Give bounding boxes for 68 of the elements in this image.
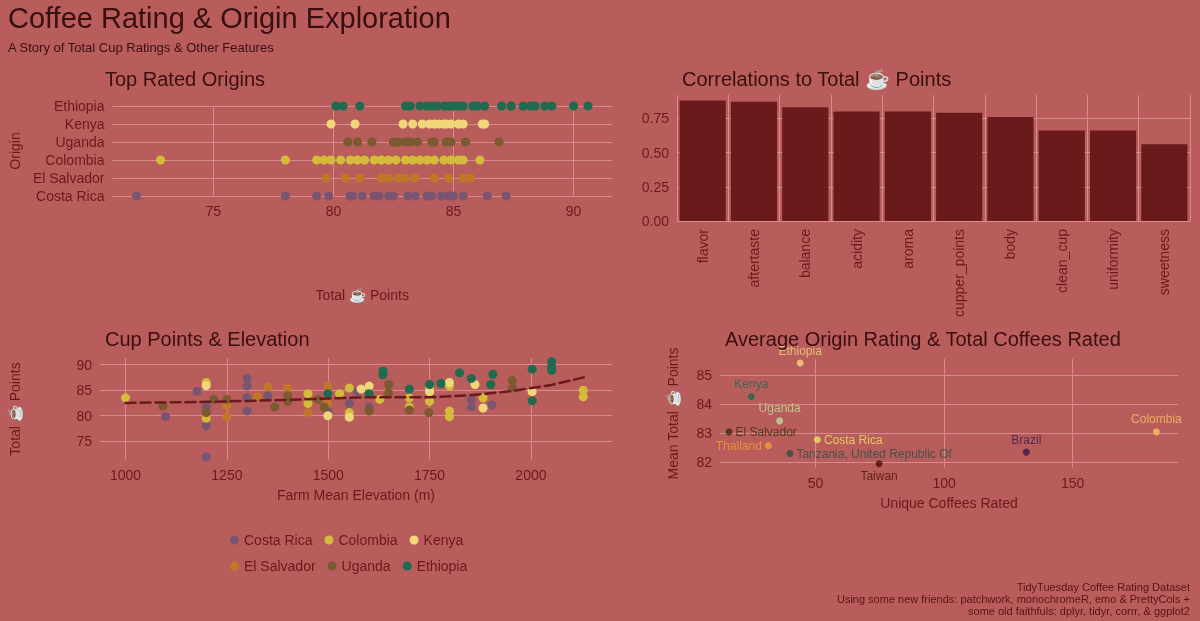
x-tick-label: acidity — [848, 229, 865, 269]
data-label: Brazil — [1011, 432, 1042, 447]
chart-title: Cup Points & Elevation — [105, 328, 310, 350]
x-tick-label: body — [1002, 229, 1019, 260]
y-axis-title: Origin — [7, 132, 23, 170]
x-tick-label: flavor — [694, 228, 711, 264]
text: some old faithfuls: dplyr, tidyr, corrr, & ggplot2 — [967, 605, 1190, 617]
x-tick-label: 80 — [325, 203, 342, 219]
x-tick-label: 1750 — [414, 467, 446, 483]
y-tick-label: 0.25 — [641, 178, 670, 195]
y-tick-label: 80 — [76, 407, 93, 424]
data-label: Colombia — [1131, 412, 1183, 427]
chart-title: Top Rated Origins — [105, 68, 266, 90]
data-label: Costa Rica — [823, 432, 883, 447]
text: Using some new friends: patchwork, monochromeR, emo & PrettyCols + — [836, 593, 1190, 605]
x-tick-label: 1000 — [109, 467, 142, 483]
chart-title: Correlations to Total ☕ Points — [682, 67, 952, 91]
data-label: Tanzania, United Republic Of — [796, 446, 953, 461]
x-tick-label: balance — [797, 228, 814, 279]
y-tick-label: 0.00 — [641, 213, 670, 230]
x-tick-label: uniformity — [1105, 229, 1122, 290]
y-tick-label: Colombia — [45, 152, 105, 168]
y-tick-label: 75 — [76, 433, 93, 450]
y-tick-label: 83 — [696, 425, 713, 442]
x-tick-label: 50 — [807, 475, 824, 491]
x-tick-label: 1500 — [312, 467, 345, 483]
legend-label: Uganda — [341, 558, 391, 574]
x-tick-label: aroma — [899, 228, 916, 269]
y-axis-title: Mean Total ☕ Points — [664, 347, 682, 480]
y-axis-title: Total ☕ Points — [6, 362, 24, 456]
text: TidyTuesday Coffee Rating Dataset — [1015, 581, 1190, 593]
data-label: El Salvador — [735, 424, 797, 439]
data-label: Kenya — [734, 377, 769, 392]
x-tick-label: 1250 — [211, 467, 243, 483]
x-tick-label: 2000 — [515, 467, 547, 483]
legend-label: Kenya — [423, 532, 464, 548]
data-label: Uganda — [758, 401, 801, 416]
y-tick-label: 0.75 — [641, 110, 670, 127]
text: A Story of Total Cup Ratings & Other Features — [8, 40, 274, 55]
y-tick-label: Ethiopia — [53, 98, 105, 114]
y-tick-label: 84 — [696, 396, 713, 413]
y-tick-label: El Salvador — [32, 170, 105, 186]
x-tick-label: aftertaste — [745, 228, 762, 288]
y-tick-label: 85 — [696, 367, 713, 384]
x-axis-title: Farm Mean Elevation (m) — [277, 487, 435, 503]
y-tick-label: Costa Rica — [36, 188, 105, 204]
x-tick-label: clean_cup — [1053, 228, 1070, 293]
x-axis-title: Total ☕ Points — [315, 286, 409, 304]
legend-label: Ethiopia — [416, 558, 468, 574]
legend-label: Costa Rica — [244, 532, 313, 548]
x-tick-label: 85 — [445, 203, 462, 219]
legend-label: El Salvador — [244, 558, 316, 574]
x-axis-title: Unique Coffees Rated — [880, 495, 1018, 511]
y-tick-label: Uganda — [55, 134, 105, 150]
y-tick-label: 85 — [76, 382, 93, 399]
legend-label: Colombia — [338, 532, 398, 548]
y-tick-label: 90 — [76, 356, 93, 373]
x-tick-label: 75 — [205, 203, 222, 219]
y-tick-label: Kenya — [64, 116, 105, 132]
x-tick-label: sweetness — [1156, 229, 1173, 296]
x-tick-label: 100 — [932, 475, 957, 491]
y-tick-label: 0.50 — [641, 144, 670, 161]
x-tick-label: 90 — [565, 203, 582, 219]
x-tick-label: 150 — [1060, 475, 1085, 491]
x-tick-label: cupper_points — [951, 229, 968, 317]
data-label: Taiwan — [860, 469, 898, 484]
text: Coffee Rating & Origin Exploration — [8, 2, 451, 35]
y-tick-label: 82 — [696, 454, 713, 471]
